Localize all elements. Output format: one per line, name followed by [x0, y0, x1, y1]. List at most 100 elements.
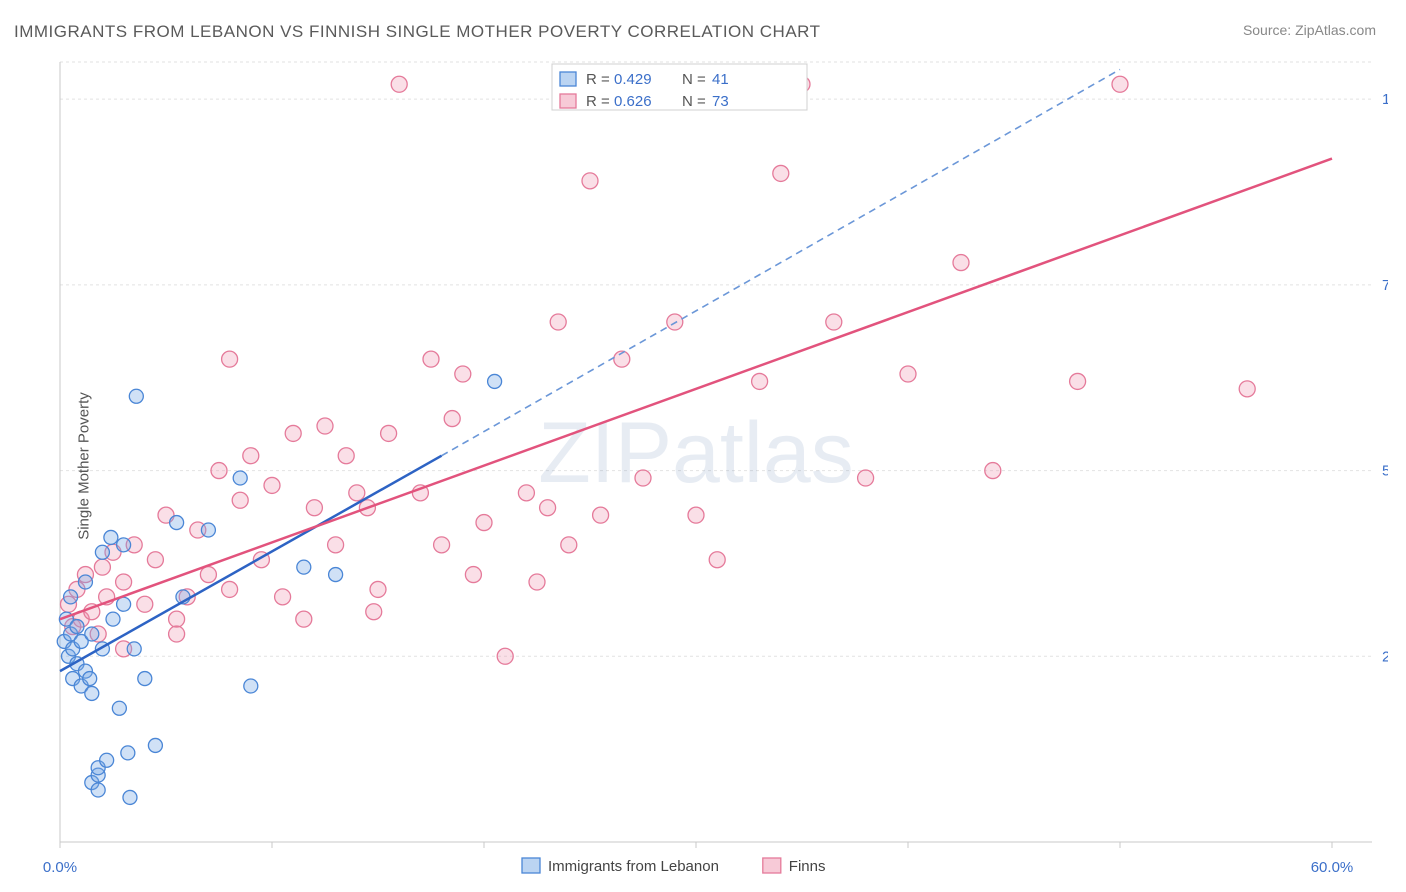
data-point	[211, 463, 227, 479]
data-point	[540, 500, 556, 516]
svg-text:73: 73	[712, 93, 729, 110]
source-label: Source: ZipAtlas.com	[1243, 22, 1376, 38]
svg-text:50.0%: 50.0%	[1382, 463, 1388, 480]
data-point	[328, 537, 344, 553]
data-point	[1070, 373, 1086, 389]
data-point	[550, 314, 566, 330]
data-point	[64, 590, 78, 604]
data-point	[465, 567, 481, 583]
data-point	[953, 255, 969, 271]
data-point	[91, 783, 105, 797]
svg-text:R =: R =	[586, 93, 610, 110]
data-point	[985, 463, 1001, 479]
chart-container: Single Mother Poverty 25.0%50.0%75.0%100…	[12, 52, 1388, 880]
data-point	[137, 596, 153, 612]
data-point	[201, 523, 215, 537]
data-point	[170, 516, 184, 530]
data-point	[381, 425, 397, 441]
svg-text:0.429: 0.429	[614, 71, 652, 88]
data-point	[169, 611, 185, 627]
svg-text:R =: R =	[586, 71, 610, 88]
data-point	[200, 567, 216, 583]
svg-text:60.0%: 60.0%	[1311, 859, 1354, 876]
data-point	[104, 530, 118, 544]
svg-text:0.626: 0.626	[614, 93, 652, 110]
data-point	[1239, 381, 1255, 397]
data-point	[488, 374, 502, 388]
data-point	[106, 612, 120, 626]
data-point	[297, 560, 311, 574]
data-point	[148, 738, 162, 752]
data-point	[100, 753, 114, 767]
data-point	[329, 568, 343, 582]
data-point	[123, 790, 137, 804]
svg-text:25.0%: 25.0%	[1382, 648, 1388, 665]
data-point	[127, 642, 141, 656]
correlation-legend: R =0.429N =41R =0.626N =73	[552, 64, 807, 110]
data-point	[667, 314, 683, 330]
data-point	[117, 538, 131, 552]
data-point	[169, 626, 185, 642]
data-point	[306, 500, 322, 516]
data-point	[423, 351, 439, 367]
data-point	[826, 314, 842, 330]
data-point	[129, 389, 143, 403]
chart-title: IMMIGRANTS FROM LEBANON VS FINNISH SINGL…	[14, 22, 821, 42]
data-point	[147, 552, 163, 568]
data-point	[275, 589, 291, 605]
data-point	[83, 672, 97, 686]
svg-text:75.0%: 75.0%	[1382, 277, 1388, 294]
data-point	[582, 173, 598, 189]
svg-text:N =: N =	[682, 71, 706, 88]
data-point	[244, 679, 258, 693]
data-point	[349, 485, 365, 501]
data-point	[233, 471, 247, 485]
data-point	[752, 373, 768, 389]
data-point	[858, 470, 874, 486]
data-point	[366, 604, 382, 620]
data-point	[95, 545, 109, 559]
data-point	[232, 492, 248, 508]
svg-text:ZIPatlas: ZIPatlas	[538, 405, 853, 501]
data-point	[296, 611, 312, 627]
data-point	[688, 507, 704, 523]
trendline-pink	[60, 159, 1332, 620]
data-point	[78, 575, 92, 589]
scatter-chart: 25.0%50.0%75.0%100.0%0.0%60.0%ZIPatlasR …	[12, 52, 1388, 880]
data-point	[112, 701, 126, 715]
svg-text:Immigrants from Lebanon: Immigrants from Lebanon	[548, 858, 719, 875]
data-point	[94, 559, 110, 575]
data-point	[222, 351, 238, 367]
data-point	[85, 627, 99, 641]
data-point	[116, 574, 132, 590]
data-point	[117, 597, 131, 611]
trendline-blue	[60, 456, 442, 671]
data-point	[222, 581, 238, 597]
data-point	[370, 581, 386, 597]
data-point	[476, 515, 492, 531]
data-point	[529, 574, 545, 590]
data-point	[338, 448, 354, 464]
data-point	[317, 418, 333, 434]
data-point	[264, 477, 280, 493]
y-axis-label: Single Mother Poverty	[75, 392, 92, 540]
svg-text:N =: N =	[682, 93, 706, 110]
data-point	[444, 411, 460, 427]
data-point	[391, 76, 407, 92]
svg-text:0.0%: 0.0%	[43, 859, 77, 876]
series-legend: Immigrants from Lebanon Finns	[522, 858, 825, 875]
svg-text:Finns: Finns	[789, 858, 826, 875]
data-point	[635, 470, 651, 486]
data-point	[138, 672, 152, 686]
data-point	[85, 686, 99, 700]
data-point	[561, 537, 577, 553]
data-point	[497, 648, 513, 664]
data-point	[518, 485, 534, 501]
data-point	[285, 425, 301, 441]
data-point	[70, 620, 84, 634]
data-point	[434, 537, 450, 553]
data-point	[121, 746, 135, 760]
data-point	[593, 507, 609, 523]
data-point	[1112, 76, 1128, 92]
trendline-blue-extrapolated	[442, 69, 1120, 455]
